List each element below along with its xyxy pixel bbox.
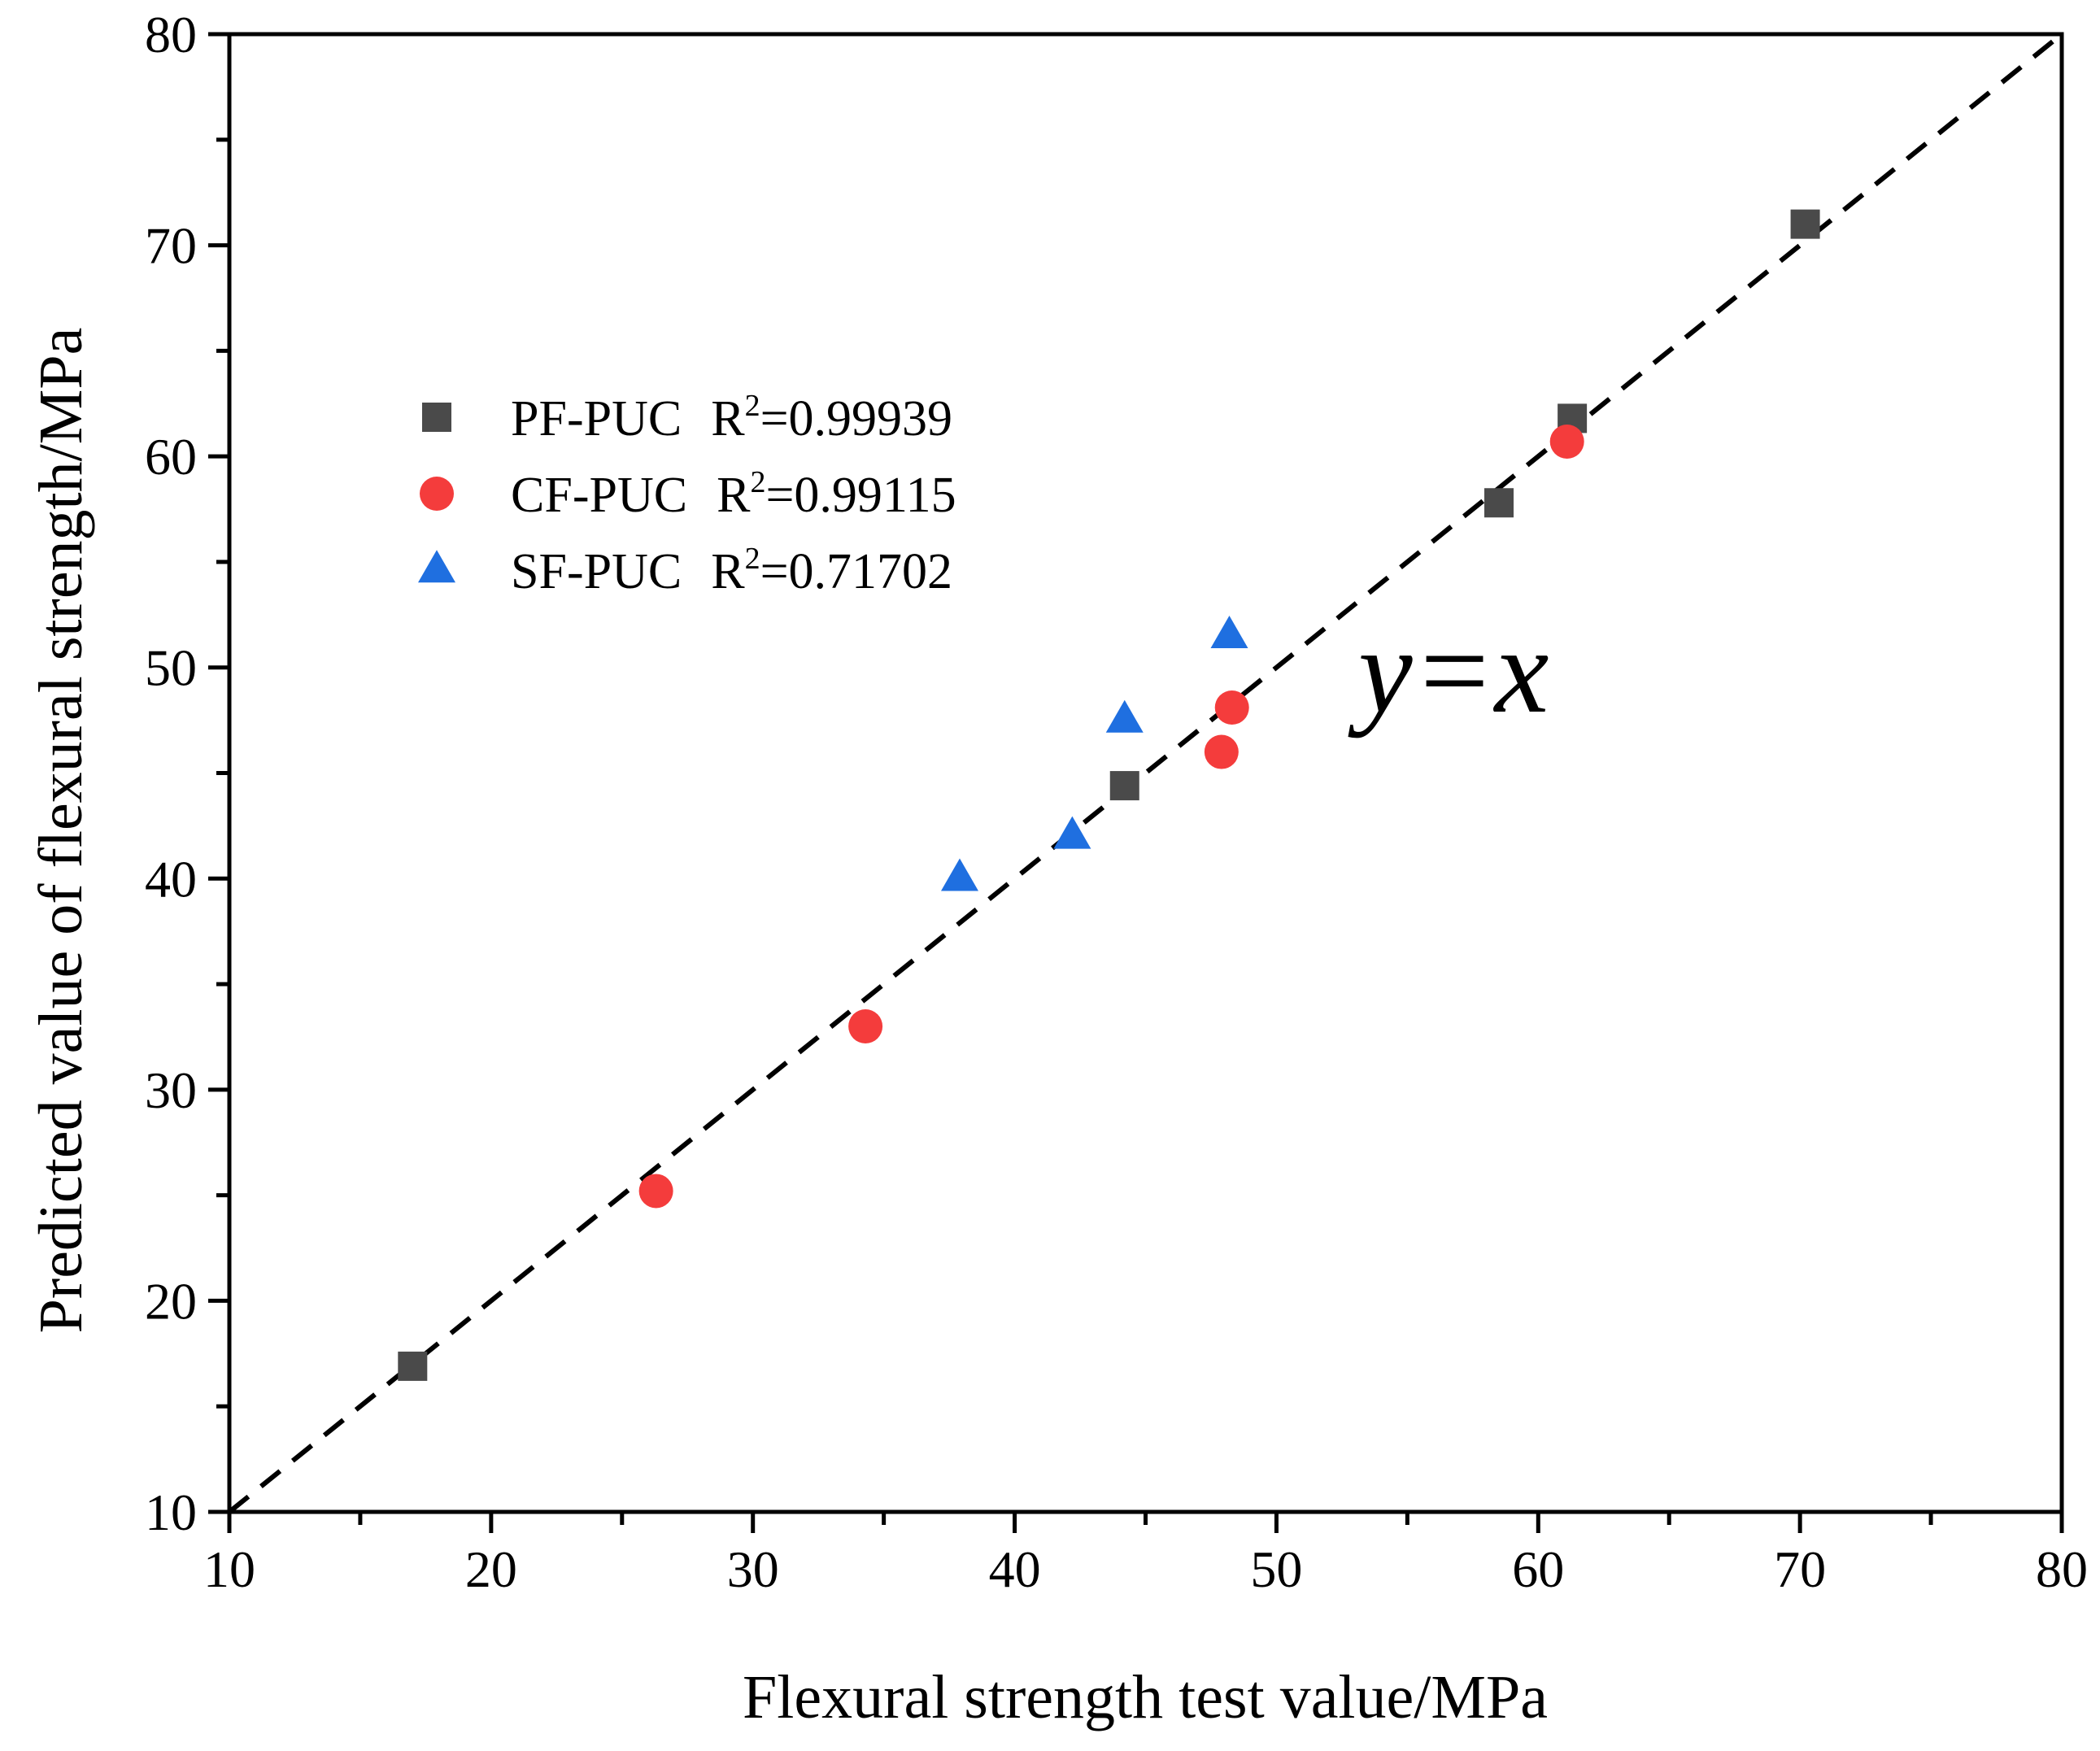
pf-puc-point [1790,209,1820,239]
legend-series-name: CF-PUC [511,468,687,523]
y-tick-label: 70 [145,217,197,275]
legend-series-name: PF-PUC [511,391,682,446]
y-tick-label: 60 [145,428,197,486]
pf-puc-point [1484,488,1514,518]
x-tick-label: 50 [1250,1540,1302,1598]
cf-puc-point [848,1008,883,1043]
cf-puc-legend-marker [420,477,454,511]
pf-puc-legend-marker [422,403,451,432]
x-tick-label: 60 [1512,1540,1564,1598]
x-tick-label: 10 [203,1540,255,1598]
plot-frame [227,32,2064,1514]
y-tick-label: 10 [145,1483,197,1541]
sf-puc-point [1210,615,1248,648]
y-tick-label: 40 [145,850,197,908]
reference-line-group [228,32,2063,1514]
sf-puc-point [1105,699,1144,733]
pf-puc-point [1109,771,1139,801]
sf-puc-point [1053,816,1091,849]
cf-puc-point [1214,690,1249,725]
sf-puc-legend-label: SF-PUC R2=0.71702 [511,542,952,599]
axis-ticks: 10 20 30 40 50 60 70 80 10 20 30 40 50 60 70 80 [145,6,2088,1598]
pf-puc-point [398,1351,428,1381]
y-tick-label: 20 [145,1272,197,1330]
sf-puc-point [940,858,978,891]
x-tick-label: 80 [2036,1540,2088,1598]
y-tick-label: 80 [145,6,197,63]
legend: PF-PUC R2=0.99939 CF-PUC R2=0.99115 SF-PUC R2… [418,389,956,599]
x-tick-label: 20 [465,1540,517,1598]
x-axis-title: Flexural strength test value/MPa [743,1663,1548,1731]
cf-puc-point [638,1174,673,1209]
cf-puc-point [1204,734,1239,769]
sf-puc-legend-marker [418,550,455,583]
x-tick-label: 30 [727,1540,779,1598]
legend-series-name: SF-PUC [511,544,682,599]
reference-line-label: y=x [1348,603,1549,738]
reference-line-y-equals-x [228,32,2063,1514]
y-tick-label: 30 [145,1061,197,1119]
x-tick-label: 40 [989,1540,1041,1598]
y-tick-label: 50 [145,639,197,697]
data-points [398,209,1820,1381]
cf-puc-legend-label: CF-PUC R2=0.99115 [511,465,956,523]
x-tick-label: 70 [1774,1540,1826,1598]
pf-puc-legend-label: PF-PUC R2=0.99939 [511,389,952,446]
y-axis-title: Predicted value of flexural strength/MPa [27,328,95,1334]
cf-puc-point [1549,424,1584,459]
